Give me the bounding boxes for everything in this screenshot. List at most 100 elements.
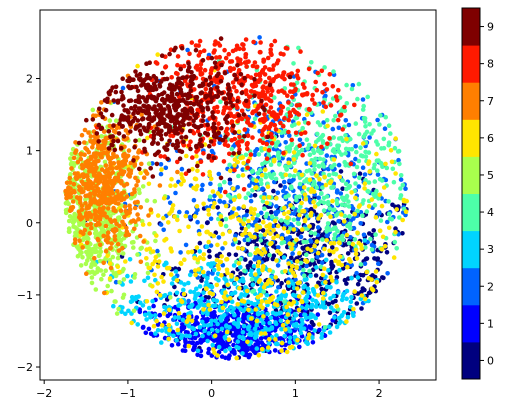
data-point [218,175,224,181]
data-point [222,240,228,246]
data-point [286,160,292,166]
data-point [339,297,345,303]
data-point [359,306,364,311]
data-point [327,72,333,77]
data-point [285,280,291,285]
data-point [103,249,109,254]
data-point [371,228,377,233]
data-point [325,221,331,226]
data-point [381,275,386,281]
data-point [66,201,71,207]
data-point [236,112,242,118]
data-point [300,93,305,98]
data-point [352,289,358,294]
data-point [160,70,165,76]
data-point [116,131,122,136]
data-point [257,250,263,255]
data-point [77,238,82,243]
data-point [305,341,311,347]
data-point [331,236,337,241]
data-point [211,204,216,210]
data-point [146,161,152,166]
data-point [208,322,214,327]
data-point [378,113,383,118]
data-point [267,337,272,342]
data-point [294,259,300,264]
data-point [99,276,104,282]
data-point [176,315,182,320]
data-point [392,239,398,245]
data-point [137,233,143,239]
data-point [107,118,113,123]
data-point [79,203,85,209]
data-point [212,105,217,111]
data-point [303,305,309,311]
data-point [291,217,297,222]
data-point [353,156,358,162]
data-point [80,172,85,177]
data-point [314,185,320,190]
data-point [194,153,199,159]
data-point [318,199,323,204]
data-point [211,347,216,352]
data-point [371,165,377,171]
data-point [106,226,111,232]
data-point [208,181,213,187]
data-point [83,146,88,151]
data-point [337,267,342,273]
data-point [79,132,85,138]
data-point [91,170,96,176]
data-point [337,95,343,100]
data-point [360,165,366,170]
data-point [216,121,221,126]
data-point [184,75,189,80]
data-point [239,108,245,114]
data-point [283,294,288,299]
data-point [240,346,245,352]
data-point [230,186,236,191]
data-point [257,138,263,143]
data-point [344,136,349,142]
data-point [263,167,268,172]
data-point [93,287,99,292]
data-point [271,159,277,164]
data-point [197,255,203,260]
data-point [253,255,259,261]
data-point [106,201,112,206]
data-point [152,198,158,204]
data-point [331,240,337,246]
data-point [240,42,245,47]
data-point [89,280,95,286]
data-point [252,234,257,240]
data-point [287,110,293,115]
data-point [174,91,180,97]
data-point [179,166,185,172]
data-point [132,272,138,277]
data-point [254,147,260,152]
data-point [241,46,246,52]
data-point [206,82,212,88]
data-point [281,255,287,260]
data-point [245,158,251,164]
data-point [227,151,232,157]
data-point [340,138,346,143]
data-point [252,326,258,332]
data-point [348,226,353,231]
data-point [271,253,277,258]
data-point [116,306,121,312]
data-point [241,221,246,227]
data-point [233,47,239,52]
data-point [257,73,263,79]
data-point [271,110,276,115]
data-point [96,171,102,176]
data-point [133,296,138,302]
data-point [199,187,205,192]
data-point [206,270,211,276]
data-point [226,252,232,257]
data-point [298,234,304,240]
data-point [223,55,229,61]
data-point [212,48,217,53]
data-point [162,238,167,243]
data-point [263,325,268,331]
data-point [356,184,362,189]
